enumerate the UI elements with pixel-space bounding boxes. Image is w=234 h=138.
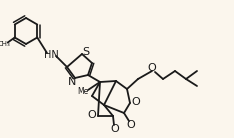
Text: HN: HN <box>44 50 58 60</box>
Text: Me: Me <box>77 87 89 95</box>
Text: O: O <box>148 63 156 73</box>
Text: O: O <box>132 97 140 107</box>
Text: CH₃: CH₃ <box>0 40 10 47</box>
Text: N: N <box>68 77 76 87</box>
Text: O: O <box>111 124 119 134</box>
Text: O: O <box>88 110 96 120</box>
Text: S: S <box>82 47 90 57</box>
Text: O: O <box>127 120 135 130</box>
